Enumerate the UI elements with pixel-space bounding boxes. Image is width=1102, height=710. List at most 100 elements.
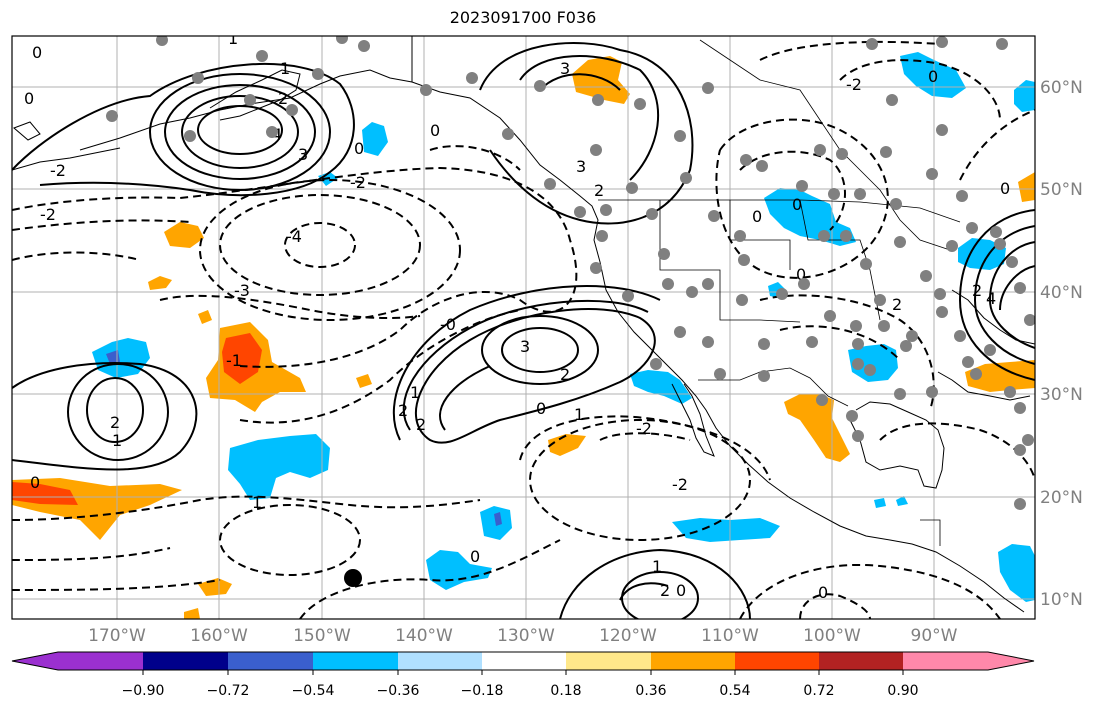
shade-blue [958, 238, 1006, 270]
shade-blue [874, 498, 886, 508]
shade-blue [672, 518, 780, 542]
contour-label-0: 0 [24, 89, 34, 108]
colorbar: −0.90 −0.72 −0.54 −0.36 −0.18 0.18 0.36 … [11, 651, 1035, 699]
colorbar-extend-low [12, 652, 58, 670]
contour-label-1: 1 [112, 431, 122, 450]
contour-label-0: 0 [792, 195, 802, 214]
coastlines [12, 36, 1035, 613]
lon-label: 90°W [911, 626, 958, 646]
contour-label--2: -2 [50, 161, 66, 180]
lat-label: 60°N [1040, 78, 1083, 98]
colorbar-segment [651, 652, 735, 670]
contour-label-2: 2 [892, 295, 902, 314]
shade-blue [92, 338, 150, 378]
contour-label-1: 1 [228, 29, 238, 48]
colorbar-tick-label: −0.90 [122, 683, 165, 699]
contour-labels: 0 0 1 1 2 3 4 -2 -2 -2 -4 -3 0 0 -0 3 2 … [24, 29, 1010, 602]
shade-orange [965, 360, 1035, 392]
lon-label: 160°W [190, 626, 248, 646]
lon-label: 100°W [803, 626, 861, 646]
contour-label-1: 1 [280, 59, 290, 78]
station-dots [106, 36, 1035, 510]
colorbar-segment [228, 652, 313, 670]
contour-label--2: -2 [636, 419, 652, 438]
colorbar-tick-label: −0.18 [461, 683, 504, 699]
shade-blue [848, 344, 898, 382]
contour-label-3: 3 [298, 145, 308, 164]
contour-label-0: 0 [470, 547, 480, 566]
contour-label-2: 2 [594, 181, 604, 200]
colorbar-outline [11, 651, 1035, 671]
shade-orange [1018, 172, 1035, 202]
shade-blue [1014, 80, 1035, 112]
shade-blue [998, 544, 1035, 602]
lat-label: 40°N [1040, 283, 1083, 303]
map-frame [11, 35, 1036, 620]
contour-label-3: 3 [560, 59, 570, 78]
contour-label-1: 1 [652, 557, 662, 576]
colorbar-tick-label: 0.72 [803, 683, 834, 699]
colorbar-segment [482, 652, 566, 670]
contour-label--2: -2 [672, 475, 688, 494]
contour-label-0: 0 [752, 207, 762, 226]
contour-label-0: 0 [430, 121, 440, 140]
lon-label: 130°W [497, 626, 555, 646]
shade-blue [630, 370, 692, 404]
contour-label-2: 2 [398, 401, 408, 420]
shade-orange [572, 56, 630, 104]
colorbar-segment [819, 652, 903, 670]
contour-label-2: 2 [278, 89, 288, 108]
contour-label-2: 2 [972, 281, 982, 300]
contour-label--1: -1 [226, 351, 242, 370]
colorbar-tick-label: 0.90 [887, 683, 918, 699]
contour-label--3: -3 [234, 281, 250, 300]
shade-orange [356, 374, 372, 388]
lon-label: 170°W [88, 626, 146, 646]
lat-label: 50°N [1040, 180, 1083, 200]
colorbar-segment [735, 652, 819, 670]
shade-red [222, 333, 262, 384]
colorbar-extend-high [988, 652, 1034, 670]
marker-dot [344, 569, 362, 587]
longitude-axis: 170°W 160°W 150°W 140°W 130°W 120°W 110°… [88, 626, 958, 646]
map-title: 2023091700 F036 [449, 8, 597, 27]
shade-orange [198, 578, 232, 596]
colorbar-segment [58, 652, 143, 670]
shade-blue [228, 434, 330, 500]
shade-orange [784, 394, 850, 462]
borders [411, 36, 961, 546]
lat-label: 10°N [1040, 590, 1083, 610]
contour-label-2: 2 [416, 415, 426, 434]
colorbar-segment [313, 652, 398, 670]
shade-blue [426, 550, 492, 590]
contour-label-0: 0 [354, 139, 364, 158]
colorbar-tick-label: −0.54 [292, 683, 335, 699]
colorbar-segment [566, 652, 651, 670]
contour-label-2: 2 [110, 413, 120, 432]
colorbar-tick-label: −0.72 [207, 683, 250, 699]
contour-label-1: 1 [410, 383, 420, 402]
contour-label-1: 1 [252, 493, 262, 512]
shade-orange [548, 434, 586, 456]
lon-label: 120°W [599, 626, 657, 646]
latitude-axis: 60°N 50°N 40°N 30°N 20°N 10°N [1040, 78, 1083, 610]
contours-negative [12, 40, 1035, 619]
contour-label-0: 0 [32, 43, 42, 62]
shade-blue [764, 188, 856, 246]
contour-label-3: 3 [576, 157, 586, 176]
contour-label--2: -2 [846, 75, 862, 94]
shade-blue [362, 122, 388, 156]
shade-purple [494, 512, 502, 526]
shade-orange [184, 608, 200, 619]
contour-label--2: -2 [40, 205, 56, 224]
contour-label-0: 0 [676, 581, 686, 600]
contour-label-3: 3 [520, 337, 530, 356]
lon-label: 150°W [293, 626, 351, 646]
shade-orange [148, 276, 172, 290]
contour-label-2: 2 [560, 365, 570, 384]
colorbar-tick-label: 0.54 [719, 683, 750, 699]
contour-label--0: -0 [440, 315, 456, 334]
contours-positive [12, 42, 1035, 619]
shade-orange [198, 310, 212, 324]
colorbar-tick-label: 0.18 [550, 683, 581, 699]
